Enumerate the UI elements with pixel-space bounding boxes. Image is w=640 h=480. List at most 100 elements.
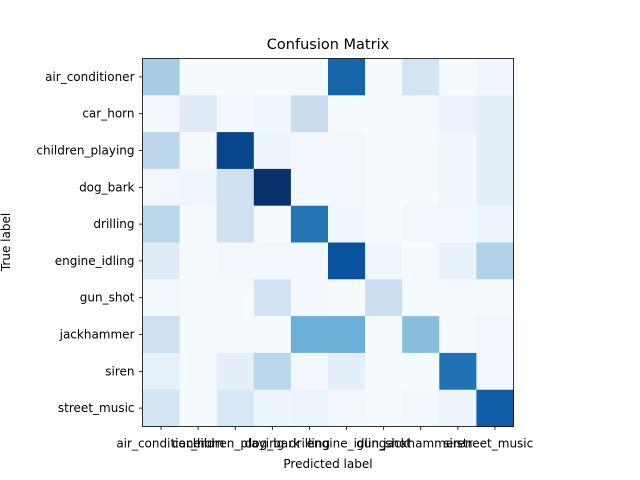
heatmap-cell [402,316,440,354]
heatmap-cell [328,205,366,243]
heatmap-cell [290,132,329,170]
heatmap-cell [402,352,440,391]
x-tick-label: siren [443,437,472,451]
y-axis-label: True label [0,213,13,272]
y-tick-label: jackhammer [59,328,135,342]
heatmap-cell [253,205,292,243]
x-tick-label: air_conditioner [116,437,205,451]
heatmap-cell [253,316,292,354]
heatmap-cell [365,205,403,243]
heatmap-cell [328,58,366,96]
heatmap-cell [253,279,292,317]
heatmap-cell [216,168,255,207]
heatmap-cell [290,352,329,391]
x-tick-label: jackhammer [382,437,458,451]
heatmap-cell [179,95,218,133]
heatmap-cell [402,132,440,170]
heatmap-cell [216,279,255,317]
heatmap-cell [179,168,218,207]
heatmap-cell [365,132,403,170]
heatmap-cell [439,352,477,391]
x-tick-label: children_playing [186,437,284,451]
heatmap-cell [476,58,514,96]
heatmap-cell [476,279,514,317]
heatmap-cell [328,242,366,280]
heatmap-cell [402,95,440,133]
heatmap-cell [476,389,514,427]
y-tick-label: siren [105,364,134,378]
heatmap-cell [439,242,477,280]
heatmap-cell [365,242,403,280]
y-tick-label: engine_idling [55,254,135,268]
heatmap-cell [328,168,366,207]
heatmap-cell [216,95,255,133]
heatmap-cell [402,205,440,243]
heatmap-cell [179,132,218,170]
heatmap-cell [179,352,218,391]
x-tick-label: engine_idling [307,437,387,451]
heatmap-cell [142,168,181,207]
heatmap-cell [328,389,366,427]
heatmap-cell [253,58,292,96]
heatmap-cell [439,95,477,133]
heatmap-cells [142,58,514,427]
y-tick-label: children_playing [36,144,134,158]
y-tick-label: gun_shot [80,291,135,305]
heatmap-cell [365,58,403,96]
x-axis-label: Predicted label [283,457,372,471]
heatmap-cell [253,242,292,280]
x-tick-label: drilling [289,437,330,451]
y-tick-label: drilling [93,217,134,231]
heatmap-cell [476,205,514,243]
y-tick-label: air_conditioner [45,70,134,84]
chart-title: Confusion Matrix [267,37,390,53]
heatmap-cell [216,352,255,391]
heatmap-cell [216,242,255,280]
heatmap-cell [253,168,292,207]
heatmap-cell [290,389,329,427]
heatmap-cell [142,205,181,243]
heatmap-cell [290,242,329,280]
heatmap-cell [476,132,514,170]
heatmap-cell [439,389,477,427]
heatmap-cell [142,316,181,354]
heatmap-cell [476,168,514,207]
heatmap-cell [216,58,255,96]
heatmap-cell [179,279,218,317]
heatmap-cell [290,316,329,354]
heatmap-cell [439,205,477,243]
heatmap-cell [179,242,218,280]
heatmap-cell [328,95,366,133]
heatmap-cell [439,279,477,317]
heatmap-cell [476,316,514,354]
heatmap-cell [476,95,514,133]
heatmap-cell [439,58,477,96]
heatmap-cell [142,279,181,317]
heatmap-cell [439,132,477,170]
heatmap-cell [142,242,181,280]
heatmap-cell [142,132,181,170]
heatmap-cell [476,352,514,391]
heatmap-cell [216,316,255,354]
heatmap-cell [290,95,329,133]
x-tick-label: dog_bark [245,437,300,451]
heatmap-cell [290,58,329,96]
heatmap-cell [179,58,218,96]
heatmap-cell [328,279,366,317]
heatmap-cell [290,205,329,243]
heatmap-cell [253,95,292,133]
heatmap-cell [179,205,218,243]
heatmap-cell [290,279,329,317]
heatmap-cell [439,168,477,207]
y-tick-label: street_music [58,401,135,415]
heatmap-cell [365,352,403,391]
heatmap-cell [179,316,218,354]
heatmap-cell [290,168,329,207]
heatmap-cell [216,389,255,427]
heatmap-cell [365,389,403,427]
heatmap-cell [476,242,514,280]
y-tick-label: dog_bark [79,180,134,194]
heatmap-cell [328,352,366,391]
heatmap-cell [179,389,218,427]
